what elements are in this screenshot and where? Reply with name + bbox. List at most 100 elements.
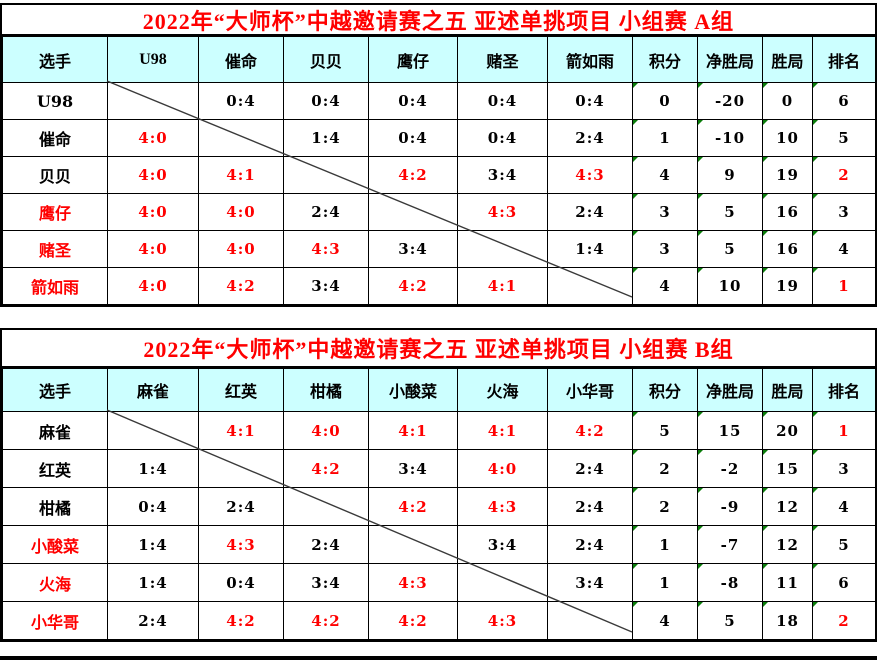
match-score: 0:4 — [198, 563, 284, 602]
diagonal-empty-cell — [547, 601, 633, 640]
rank-cell: 4 — [812, 487, 876, 526]
points-value: 4 — [659, 166, 671, 184]
group-b-title: 2022年“大师杯”中越邀请赛之五 亚述单挑项目 小组赛 B组 — [2, 330, 875, 368]
diagonal-empty-cell — [283, 487, 369, 526]
wins-cell: 11 — [762, 563, 813, 602]
excel-corner-marker-icon — [813, 488, 818, 493]
net-wins-value: -8 — [720, 573, 740, 592]
excel-corner-marker-icon — [633, 602, 638, 607]
match-score: 2:4 — [547, 449, 633, 488]
match-score: 4:1 — [368, 411, 458, 450]
match-score: 0:4 — [457, 82, 548, 120]
match-score: 4:1 — [457, 411, 548, 450]
table-row: 鹰仔 4:0 4:0 2:4 4:3 2:4 3 5 16 3 — [2, 193, 876, 231]
match-score: 3:4 — [368, 449, 458, 488]
net-wins-cell: -8 — [697, 563, 763, 602]
rank-value: 4 — [838, 497, 850, 516]
next-table-top-border — [0, 656, 877, 660]
table-row: 麻雀 4:1 4:0 4:1 4:1 4:2 5 15 20 1 — [2, 411, 876, 450]
table-row: 火海 1:4 0:4 3:4 4:3 3:4 1 -8 11 6 — [2, 563, 876, 602]
excel-corner-marker-icon — [763, 488, 768, 493]
excel-corner-marker-icon — [763, 564, 768, 569]
wins-value: 16 — [776, 203, 799, 221]
group-a-grid: 选手 U98 催命 贝贝 鹰仔 赌圣 箭如雨 积分 净胜局 胜局 排名 U98 0:4 0:4 0:4 0:4… — [2, 36, 876, 305]
wins-cell: 12 — [762, 525, 813, 564]
rank-value: 3 — [838, 203, 850, 221]
match-score: 4:2 — [368, 487, 458, 526]
wins-cell: 0 — [762, 82, 813, 120]
rank-value: 6 — [838, 573, 850, 592]
excel-corner-marker-icon — [633, 450, 638, 455]
net-wins-cell: -20 — [697, 82, 763, 120]
match-score: 2:4 — [198, 487, 284, 526]
col-header-0: 选手 — [2, 368, 108, 412]
match-score: 4:3 — [547, 156, 633, 194]
group-a-table: 2022年“大师杯”中越邀请赛之五 亚述单挑项目 小组赛 A组 选手 U98 催命贝… — [0, 3, 877, 307]
excel-corner-marker-icon — [763, 194, 768, 199]
match-score: 3:4 — [368, 230, 458, 268]
points-value: 1 — [659, 129, 671, 147]
match-score: 4:2 — [368, 601, 458, 640]
col-header-3: 贝贝 — [283, 36, 369, 83]
wins-cell: 19 — [762, 156, 813, 194]
points-value: 2 — [659, 459, 671, 478]
diagonal-empty-cell — [107, 82, 199, 120]
net-wins-cell: -7 — [697, 525, 763, 564]
excel-corner-marker-icon — [763, 231, 768, 236]
wins-value: 15 — [776, 459, 799, 478]
rank-cell: 2 — [812, 156, 876, 194]
rank-cell: 5 — [812, 119, 876, 157]
excel-corner-marker-icon — [633, 157, 638, 162]
match-score: 2:4 — [283, 193, 369, 231]
points-value: 5 — [659, 421, 671, 440]
diagonal-empty-cell — [457, 563, 548, 602]
excel-corner-marker-icon — [698, 157, 703, 162]
points-cell: 4 — [632, 156, 698, 194]
match-score: 4:0 — [198, 230, 284, 268]
diagonal-empty-cell — [368, 525, 458, 564]
excel-corner-marker-icon — [633, 526, 638, 531]
excel-corner-marker-icon — [763, 602, 768, 607]
diagonal-empty-cell — [283, 156, 369, 194]
match-score: 3:4 — [547, 563, 633, 602]
net-wins-cell: 9 — [697, 156, 763, 194]
net-wins-value: 9 — [724, 166, 736, 184]
match-score: 4:0 — [198, 193, 284, 231]
net-wins-cell: -9 — [697, 487, 763, 526]
excel-corner-marker-icon — [633, 564, 638, 569]
match-score: 0:4 — [107, 487, 199, 526]
table-row: 柑橘 0:4 2:4 4:2 4:3 2:4 2 -9 12 4 — [2, 487, 876, 526]
col-header-4: 鹰仔 — [368, 36, 458, 83]
excel-corner-marker-icon — [698, 564, 703, 569]
rank-value: 1 — [838, 421, 850, 440]
points-value: 4 — [659, 277, 671, 295]
excel-corner-marker-icon — [763, 83, 768, 88]
rank-value: 2 — [838, 611, 850, 630]
match-score: 0:4 — [457, 119, 548, 157]
excel-corner-marker-icon — [698, 231, 703, 236]
diagonal-empty-cell — [547, 267, 633, 305]
player-name: 催命 — [2, 119, 108, 157]
col-header-4: 小酸菜 — [368, 368, 458, 412]
match-score: 4:2 — [283, 449, 369, 488]
excel-corner-marker-icon — [813, 231, 818, 236]
col-header-6: 箭如雨 — [547, 36, 633, 83]
rank-value: 4 — [838, 240, 850, 258]
excel-corner-marker-icon — [633, 412, 638, 417]
player-name: 柑橘 — [2, 487, 108, 526]
wins-value: 19 — [776, 277, 799, 295]
net-wins-value: 15 — [718, 421, 742, 440]
excel-corner-marker-icon — [813, 83, 818, 88]
net-wins-cell: -10 — [697, 119, 763, 157]
rank-cell: 1 — [812, 267, 876, 305]
points-cell: 5 — [632, 411, 698, 450]
match-score: 4:0 — [457, 449, 548, 488]
match-score: 4:0 — [107, 267, 199, 305]
match-score: 0:4 — [198, 82, 284, 120]
match-score: 4:2 — [368, 156, 458, 194]
col-header-6: 小华哥 — [547, 368, 633, 412]
excel-corner-marker-icon — [763, 268, 768, 273]
net-wins-value: 10 — [718, 277, 742, 295]
excel-corner-marker-icon — [763, 157, 768, 162]
table-row: 小华哥 2:4 4:2 4:2 4:2 4:3 4 5 18 2 — [2, 601, 876, 640]
